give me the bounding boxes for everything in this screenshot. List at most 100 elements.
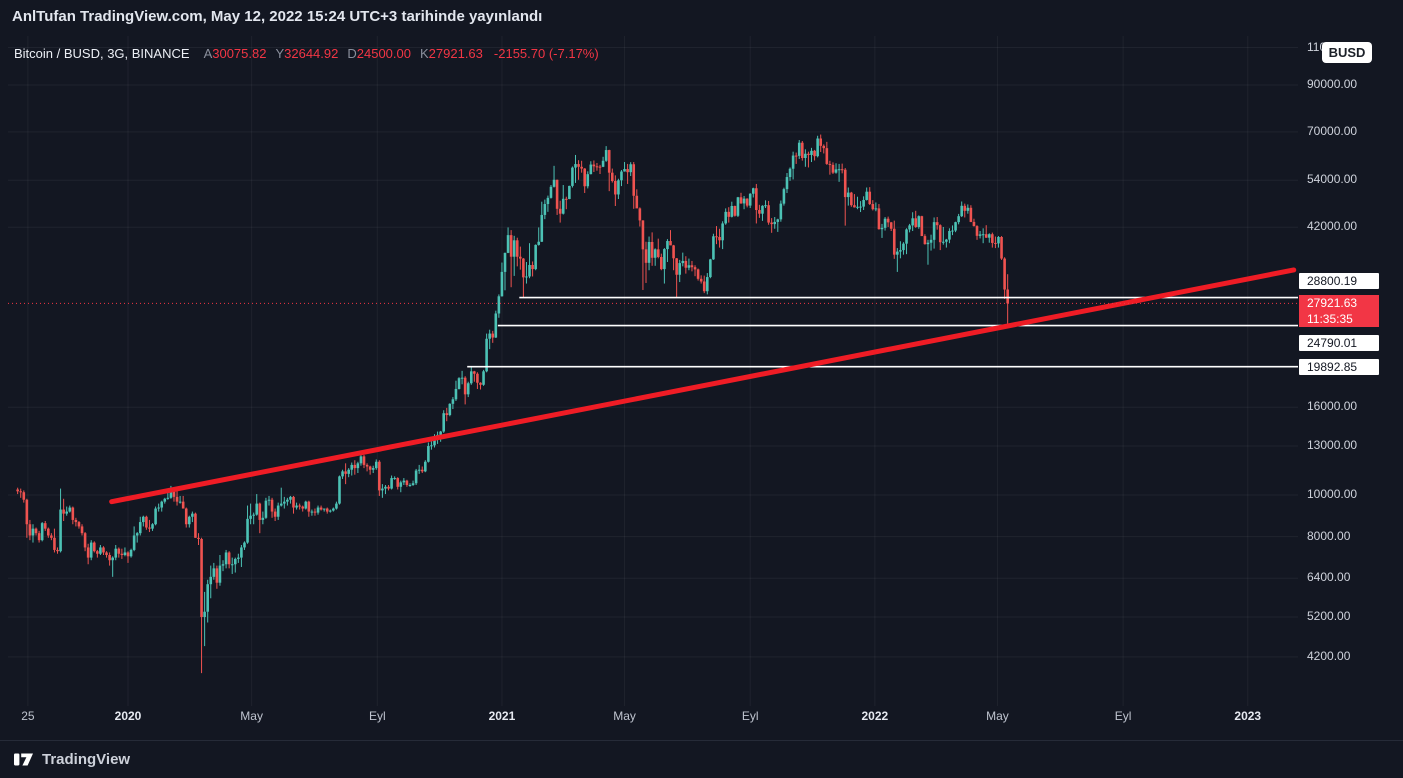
candle-body (417, 469, 421, 471)
candle-body (650, 241, 654, 258)
candle-body (344, 471, 347, 474)
candle-body (132, 535, 136, 550)
candle-body (1003, 258, 1006, 290)
candle-body (868, 191, 872, 205)
candle-body (736, 197, 740, 216)
candle-body (68, 507, 72, 512)
candle-body (629, 164, 632, 173)
candle-body (715, 236, 718, 238)
price-line-label: 24790.01 (1299, 334, 1379, 351)
candle-body (243, 542, 246, 548)
candle-body (825, 148, 829, 164)
candle-body (761, 205, 764, 214)
publish-info-text: AnlTufan TradingView.com, May 12, 2022 1… (12, 8, 543, 25)
candle-body (108, 555, 111, 561)
candle-body (80, 526, 84, 534)
price-tick: 70000.00 (1307, 123, 1358, 138)
candle-body (718, 236, 721, 241)
candle-body (289, 496, 292, 500)
candle-body (607, 150, 611, 173)
candle-body (850, 192, 853, 206)
candle-body (764, 205, 767, 207)
candle-body (405, 480, 409, 486)
candle-body (540, 214, 544, 242)
candle-body (286, 499, 289, 502)
candle-body (583, 168, 586, 187)
candle-body (604, 150, 608, 161)
candle-body (739, 197, 743, 204)
symbol-title[interactable]: Bitcoin / BUSD, 3G, BINANCE (14, 46, 190, 61)
candle-body (672, 245, 675, 259)
candle-body (387, 486, 390, 489)
candle-body (592, 164, 596, 167)
trend-line[interactable] (109, 267, 1297, 505)
candle-body (745, 198, 749, 206)
candle-body (773, 221, 777, 225)
candle-body (1000, 236, 1003, 259)
candle-body (678, 263, 682, 275)
candle-body (819, 138, 823, 146)
candle-body (163, 498, 167, 502)
candle-body (313, 511, 317, 513)
candle-body (62, 509, 65, 514)
candle-body (942, 241, 945, 243)
candle-body (399, 482, 403, 487)
candle-body (840, 169, 844, 171)
candle-body (430, 445, 433, 447)
candle-body (479, 382, 482, 385)
candle-body (151, 524, 154, 529)
candle-body (610, 172, 614, 181)
candle-body (154, 508, 157, 525)
candle-body (810, 150, 813, 155)
candle-body (877, 208, 881, 230)
candle-body (390, 478, 393, 489)
candle-body (322, 508, 326, 510)
candle-body (178, 501, 182, 503)
candle-body (145, 516, 148, 528)
candle-body (675, 258, 678, 275)
candle-body (926, 242, 930, 245)
candle-body (660, 256, 663, 270)
candle-body (577, 164, 580, 167)
currency-toggle-busd[interactable]: BUSD (1322, 42, 1372, 63)
candle-body (420, 469, 424, 472)
candle-body (601, 160, 605, 167)
price-tick: 5200.00 (1307, 609, 1351, 624)
candle-body (371, 468, 375, 470)
tradingview-brand[interactable]: TradingView (42, 751, 131, 768)
candle-body (994, 242, 997, 244)
candle-body (237, 557, 240, 559)
candle-body (457, 378, 461, 389)
candle-body (509, 235, 513, 257)
high-value: 32644.92 (284, 46, 339, 61)
candle-body (307, 501, 311, 512)
candle-body (813, 150, 816, 157)
candle-body (350, 464, 354, 470)
candle-body (911, 218, 914, 226)
candle-body (690, 265, 694, 268)
candle-body (138, 522, 142, 534)
candle-body (684, 260, 688, 268)
candle-body (258, 503, 262, 520)
candle-body (543, 204, 547, 215)
candle-body (914, 218, 918, 227)
candle-body (56, 549, 59, 552)
candle-body (197, 537, 200, 539)
candle-body (528, 264, 531, 277)
candle-body (932, 222, 936, 240)
candle-body (978, 234, 982, 236)
candle-body (791, 155, 795, 169)
tradingview-logo-icon[interactable] (13, 749, 34, 770)
candle-body (105, 552, 108, 556)
candle-body (788, 168, 792, 178)
candle-body (917, 216, 921, 227)
candle-body (488, 333, 491, 339)
candle-body (561, 198, 565, 214)
candle-body (589, 164, 593, 175)
candle-body (301, 506, 305, 509)
candle-body (267, 499, 271, 501)
candle-body (699, 278, 703, 282)
candle-body (558, 208, 562, 214)
